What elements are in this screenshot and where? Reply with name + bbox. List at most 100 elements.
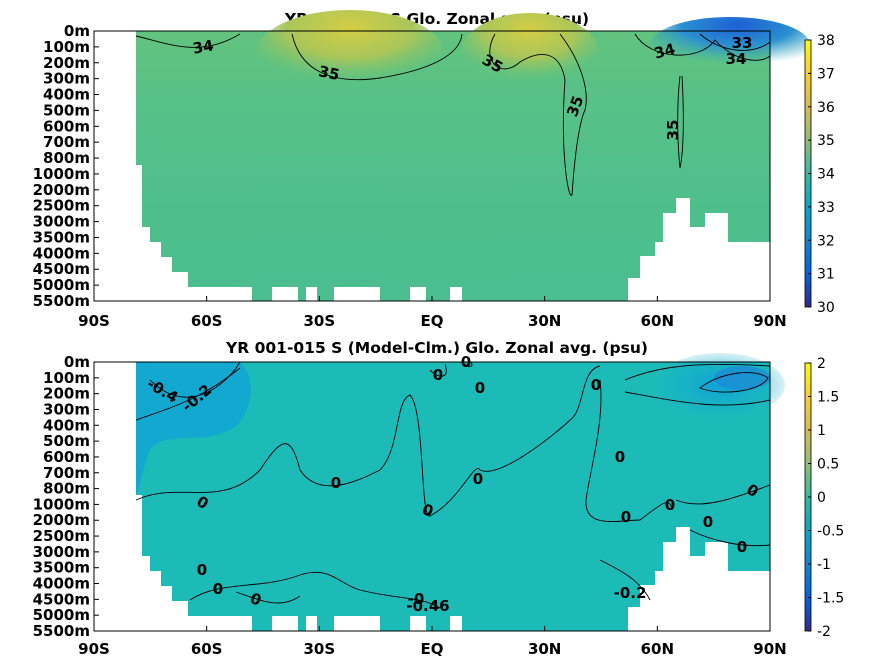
top-xtick-label: EQ	[421, 312, 444, 330]
bottom-ytick-label: 0m	[64, 353, 90, 371]
top-x-axis: 90S 60S 30S EQ 30N 60N 90N	[78, 296, 787, 330]
bottom-xtick-label: 30S	[303, 640, 335, 656]
panel-top: YR 001-015 S Glo. Zonal avg. (psu) 90S 60…	[33, 10, 835, 330]
top-ytick-label: 800m	[43, 149, 90, 167]
bottom-colorbar-tick-label: 1.5	[817, 390, 839, 406]
top-ytick-label: 5000m	[33, 276, 90, 294]
bottom-contour-label: 0	[737, 538, 747, 556]
top-contour-label: 34	[726, 50, 747, 68]
bottom-ytick-label: 700m	[43, 464, 90, 482]
top-xtick-label: 30N	[528, 312, 561, 330]
top-colorbar-tick-label: 30	[817, 300, 835, 316]
bottom-ytick-label: 5000m	[33, 606, 90, 624]
bottom-ytick-label: 4500m	[33, 590, 90, 608]
bottom-contour-label: 0	[591, 376, 601, 394]
bottom-negative-south	[136, 362, 251, 495]
bottom-colorbar-tick-label: -1.5	[817, 591, 844, 607]
bottom-contour-deep	[189, 559, 651, 609]
bottom-ytick-label: 800m	[43, 480, 90, 498]
top-contour-label: 33	[732, 34, 753, 52]
bottom-colorbar-tick-label: 0	[817, 490, 826, 506]
top-ytick-label: 500m	[43, 101, 90, 119]
bottom-contour-0-mid	[135, 365, 601, 517]
bottom-x-axis: 90S 60S 30S EQ 30N 60N 90N	[78, 626, 787, 656]
bottom-ytick-label: 200m	[43, 385, 90, 403]
bottom-contour-label: 0	[621, 508, 631, 526]
bottom-colorbar-tick-label: 1	[817, 423, 826, 439]
bottom-contour-label: -0	[408, 590, 425, 608]
top-ytick-label: 1000m	[33, 165, 90, 183]
top-contour-label: 35	[664, 120, 682, 141]
top-xtick-label: 60S	[191, 312, 223, 330]
top-contour-label: 34	[191, 36, 215, 57]
top-contour-35-north	[489, 33, 587, 196]
bottom-colorbar-tick-label: 2	[817, 356, 826, 372]
bottom-colorbar-tick-label: -2	[817, 624, 831, 640]
top-ytick-label: 100m	[43, 38, 90, 56]
bottom-xtick-label: 60S	[191, 640, 223, 656]
top-contour-34-north	[634, 33, 771, 61]
top-colorbar-tick-label: 36	[817, 100, 835, 116]
bottom-contour-0-north	[585, 379, 673, 523]
top-ocean-fill	[136, 31, 770, 301]
bottom-field	[135, 353, 785, 631]
bottom-ytick-label: 2500m	[33, 527, 90, 545]
top-contour-label: 35	[317, 62, 341, 84]
top-colorbar-tick-label: 38	[817, 33, 835, 49]
bottom-xtick-label: 90S	[78, 640, 110, 656]
bottom-xtick-label: 90N	[753, 640, 786, 656]
top-colorbar-tick-label: 37	[817, 66, 835, 82]
bottom-contour-label: 0	[665, 496, 675, 514]
top-colorbar-tick-label: 33	[817, 200, 835, 216]
top-colorbar-tick-label: 31	[817, 267, 835, 283]
top-ytick-label: 0m	[64, 22, 90, 40]
bottom-ytick-label: 500m	[43, 432, 90, 450]
bottom-contour-arctic-inner	[699, 372, 769, 393]
top-ytick-label: 3500m	[33, 228, 90, 246]
bottom-contour-label: 0	[703, 513, 713, 531]
bottom-contour-label: 0	[331, 474, 341, 492]
top-ytick-label: 700m	[43, 133, 90, 151]
bottom-y-axis: 0m100m200m300m400m500m600m700m800m1000m2…	[33, 353, 99, 640]
bottom-xtick-label: 30N	[528, 640, 561, 656]
bottom-contour-label: 0	[475, 379, 485, 397]
top-colorbar-tick-label: 34	[817, 167, 835, 183]
top-ytick-label: 4500m	[33, 260, 90, 278]
bottom-colorbar-tick-label: -0.5	[817, 524, 844, 540]
bottom-ytick-label: 3500m	[33, 559, 90, 577]
top-ytick-label: 600m	[43, 117, 90, 135]
bottom-contour-label: 0	[473, 470, 483, 488]
bottom-contour-arctic-outer	[624, 363, 771, 406]
top-colorbar-tick-label: 32	[817, 233, 835, 249]
bottom-colorbar-tick-label: 0.5	[817, 457, 839, 473]
top-contour-33	[699, 33, 771, 51]
bottom-contour-label: 0	[433, 366, 443, 384]
bottom-contour-0-eq	[429, 361, 473, 377]
top-xtick-label: 30S	[303, 312, 335, 330]
top-contour-label: 34	[652, 40, 677, 63]
bottom-ytick-label: 300m	[43, 400, 90, 418]
top-ytick-label: 300m	[43, 70, 90, 88]
bottom-ytick-label: 1000m	[33, 495, 90, 513]
top-y-axis: 0m100m200m300m400m500m600m700m800m1000m2…	[33, 22, 99, 310]
top-colorbar-tick-label: 35	[817, 133, 835, 149]
bottom-contour-ne	[675, 484, 771, 547]
top-ytick-label: 4000m	[33, 244, 90, 262]
bottom-ocean-fill	[136, 362, 770, 631]
panel-bottom: YR 001-015 S (Model-Clm.) Glo. Zonal avg…	[33, 339, 845, 656]
top-colorbar-ticks: 38 37 36 35 34 33 32 31 30	[808, 33, 835, 316]
top-ytick-label: 5500m	[33, 292, 90, 310]
top-contour-35-south	[291, 33, 463, 81]
bottom-ytick-label: 600m	[43, 448, 90, 466]
top-field	[135, 10, 810, 301]
bottom-contour-label: 0	[461, 353, 471, 371]
bottom-colorbar-tick-label: -1	[817, 557, 831, 573]
bottom-contour-label: 0	[197, 561, 207, 579]
top-contour-34-south	[135, 33, 241, 48]
bottom-ytick-label: 400m	[43, 416, 90, 434]
bottom-contour-label: -0.2	[614, 584, 647, 602]
top-ytick-label: 200m	[43, 54, 90, 72]
bottom-contour-label: 0	[615, 448, 625, 466]
top-contour-35-arctic	[677, 75, 684, 169]
